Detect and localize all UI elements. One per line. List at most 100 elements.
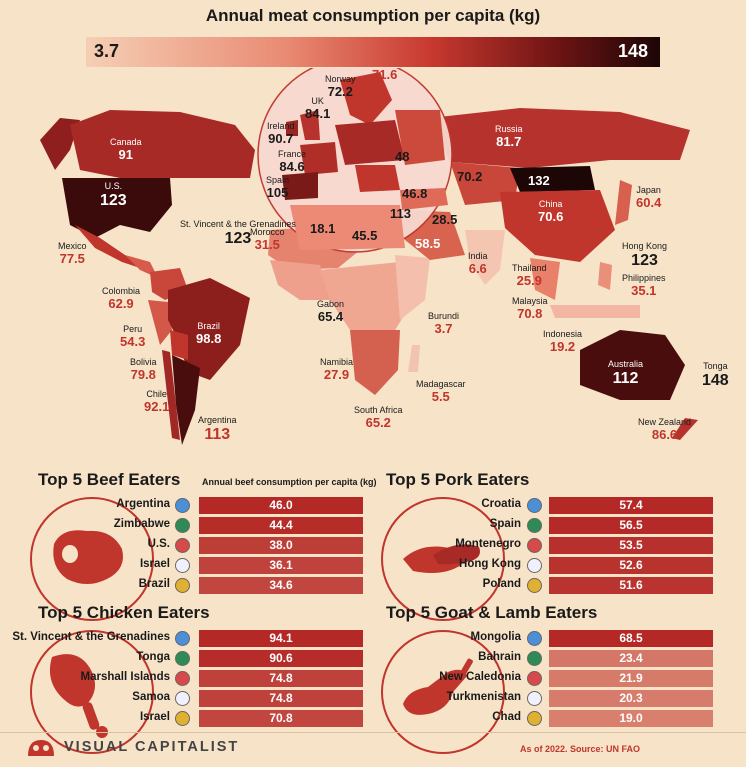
- table-row: Chad 19.0: [0, 710, 746, 727]
- shape-china: [500, 190, 615, 262]
- map-label-19: 28.5: [432, 212, 457, 227]
- chicken-title: Top 5 Chicken Eaters: [38, 603, 210, 622]
- map-label-value: 6.6: [468, 260, 487, 276]
- country-name: Turkmenistan: [446, 691, 521, 703]
- map-label-34: Indonesia 19.2: [543, 329, 582, 354]
- map-label-value: 132: [528, 173, 550, 188]
- shape-indonesia: [550, 305, 640, 318]
- map-label-value: 65.4: [317, 308, 344, 324]
- table-row: Bahrain 23.4: [0, 650, 746, 667]
- map-label-37: Namibia 27.9: [320, 357, 354, 382]
- map-label-name: St. Vincent & the Grenadines: [180, 219, 296, 229]
- flag-icon: [527, 671, 542, 686]
- map-label-value: 70.8: [517, 305, 543, 321]
- flag-icon: [175, 691, 190, 706]
- value-bar: 36.1: [199, 557, 363, 574]
- shape-southeast-asia: [530, 258, 560, 300]
- value-bar: 90.6: [199, 650, 363, 667]
- pork-title: Top 5 Pork Eaters: [386, 470, 530, 489]
- shape-canada: [70, 110, 255, 178]
- shape-us: [62, 178, 172, 238]
- shape-mexico: [75, 225, 140, 268]
- beef-icon-circle: [30, 497, 154, 621]
- country-name: Israel: [139, 711, 170, 723]
- map-label-name: Russia: [495, 124, 523, 134]
- map-label-name: Malaysia: [512, 296, 548, 306]
- shape-west-africa: [270, 260, 330, 300]
- value-bar: 21.9: [549, 670, 713, 687]
- map-label-18: 113: [390, 206, 411, 221]
- table-row: Brazil 34.6: [0, 577, 746, 594]
- country-name: Mongolia: [470, 631, 521, 643]
- flag-icon: [527, 691, 542, 706]
- shape-bolivia: [170, 330, 188, 360]
- country-name: U.S.: [147, 538, 170, 550]
- scale-max: 148: [617, 41, 648, 61]
- map-label-29: Hong Kong 123: [622, 241, 667, 269]
- flag-icon: [175, 651, 190, 666]
- map-label-name: Spain: [266, 175, 290, 185]
- map-label-40: Australia 112: [608, 359, 643, 387]
- value-bar: 57.4: [549, 497, 713, 514]
- map-label-name: Argentina: [198, 415, 237, 425]
- chicken-icon-circle: [30, 630, 154, 754]
- map-label-value: 5.5: [431, 388, 450, 404]
- map-label-name: Japan: [636, 185, 661, 195]
- table-row: Mongolia 68.5: [0, 630, 746, 647]
- map-label-value: 77.5: [59, 250, 85, 266]
- map-label-name: Norway: [325, 74, 356, 84]
- map-label-36: Burundi 3.7: [428, 311, 459, 336]
- table-row: Croatia 57.4: [0, 497, 746, 514]
- map-label-name: Namibia: [320, 357, 354, 367]
- map-label-name: Bolivia: [130, 357, 157, 367]
- map-label-name: Mexico: [58, 241, 87, 251]
- map-label-39: South Africa 65.2: [354, 405, 403, 430]
- map-label-name: Philippines: [622, 273, 666, 283]
- scale-min: 3.7: [94, 41, 120, 61]
- map-label-name: India: [468, 251, 488, 261]
- map-label-17: 46.8: [402, 186, 428, 201]
- table-row: Spain 56.5: [0, 517, 746, 534]
- shape-australia: [580, 330, 685, 400]
- map-label-value: 3.7: [434, 320, 453, 336]
- flag-icon: [527, 631, 542, 646]
- map-label-value: 123: [100, 191, 127, 209]
- map-label-value: 19.2: [549, 338, 576, 354]
- map-label-value: 98.8: [196, 330, 222, 346]
- map-label-value: 91: [118, 146, 133, 162]
- map-label-6: Brazil 98.8: [196, 321, 222, 346]
- table-row: Turkmenistan 20.3: [0, 690, 746, 707]
- map-label-16: 48: [395, 149, 409, 164]
- map-label-name: Tonga: [703, 361, 728, 371]
- map-label-name: U.S.: [104, 181, 123, 191]
- shape-eastern-europe: [395, 110, 445, 165]
- flag-icon: [527, 538, 542, 553]
- table-row: Poland 51.6: [0, 577, 746, 594]
- map-label-value: 113: [204, 425, 231, 443]
- shape-france: [300, 142, 338, 175]
- map-label-35: Gabon 65.4: [317, 299, 344, 324]
- flag-icon: [175, 518, 190, 533]
- shape-east-africa: [395, 255, 430, 320]
- map-label-name: Thailand: [512, 263, 547, 273]
- map-label-21: 45.5: [352, 228, 377, 243]
- value-bar: 52.6: [549, 557, 713, 574]
- value-bar: 46.0: [199, 497, 363, 514]
- flag-icon: [175, 711, 190, 726]
- beef-title: Top 5 Beef Eaters: [38, 470, 181, 489]
- flag-icon: [527, 578, 542, 593]
- value-bar: 94.1: [199, 630, 363, 647]
- map-label-value: 46.8: [402, 186, 428, 201]
- shape-central-europe: [335, 120, 405, 165]
- map-label-name: Brazil: [197, 321, 220, 331]
- map-label-value: 70.2: [457, 169, 483, 184]
- map-label-32: Thailand 25.9: [512, 263, 547, 288]
- map-label-12: UK 84.1: [305, 96, 330, 121]
- map-label-9: Argentina 113: [198, 415, 237, 443]
- map-label-25: 70.2: [457, 169, 483, 184]
- map-label-27: China 70.6: [538, 199, 563, 224]
- map-label-1: U.S. 123: [100, 181, 127, 209]
- map-label-name: China: [538, 199, 563, 209]
- map-label-11: 71.6: [372, 67, 397, 82]
- flag-icon: [527, 498, 542, 513]
